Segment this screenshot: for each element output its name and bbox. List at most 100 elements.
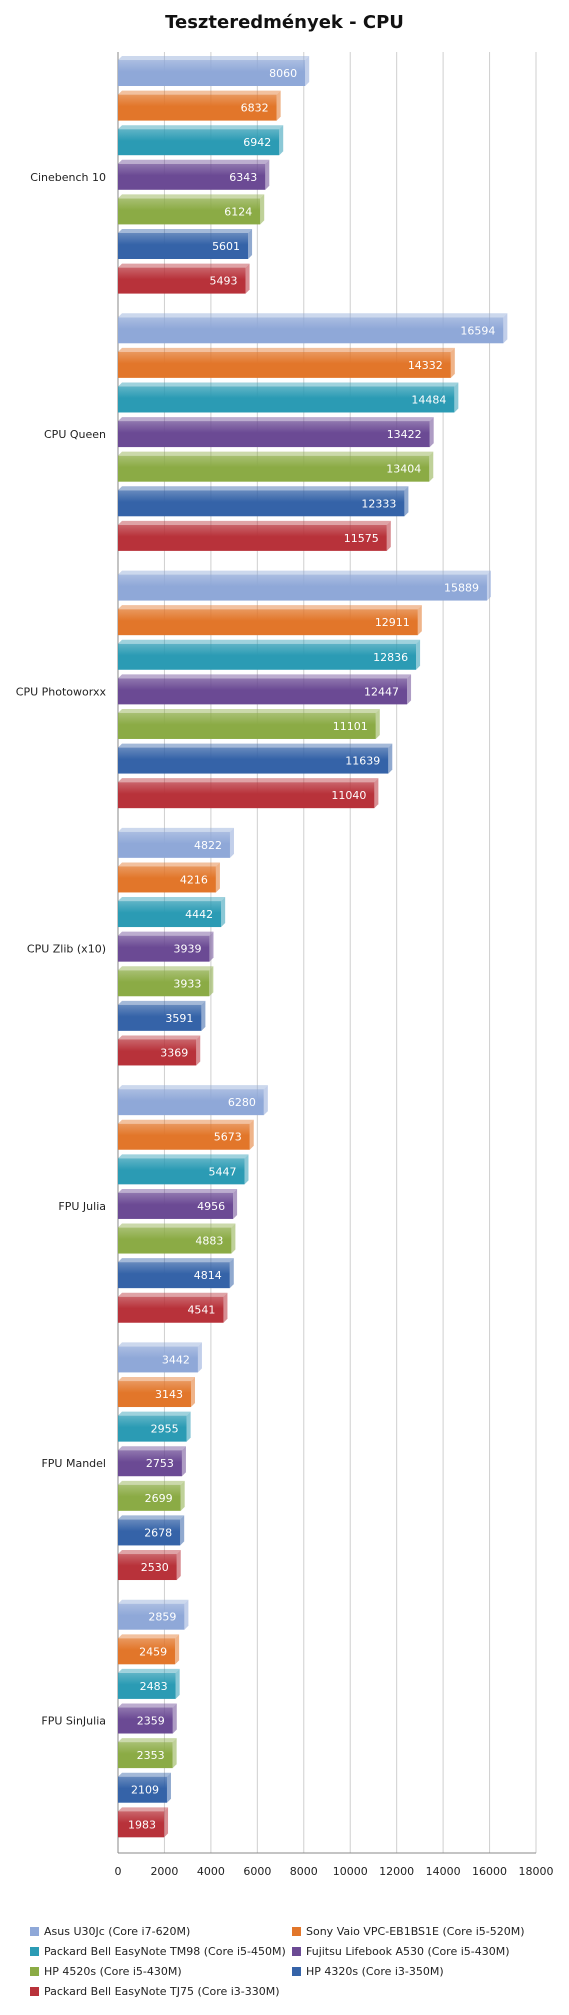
bar-top: [118, 520, 391, 525]
bar-top: [118, 1446, 186, 1451]
bar: [118, 1519, 181, 1546]
bar: [118, 574, 487, 601]
bar-side: [172, 1738, 177, 1769]
bar-value-label: 2699: [145, 1492, 173, 1505]
bar-top: [118, 382, 459, 387]
bar-top: [118, 639, 421, 644]
x-tick-label: 4000: [197, 1865, 225, 1878]
bar-value-label: 4216: [180, 873, 208, 886]
bar-value-label: 2353: [137, 1749, 165, 1762]
bar-top: [118, 1411, 191, 1416]
bar-value-label: 6343: [229, 171, 257, 184]
bar-value-label: 11639: [345, 755, 380, 768]
bar-top: [118, 778, 379, 783]
bar: [118, 524, 387, 551]
x-tick-label: 10000: [333, 1865, 368, 1878]
bar-value-label: 3591: [165, 1012, 193, 1025]
bar-side: [164, 1807, 169, 1838]
bar-value-label: 11101: [333, 720, 368, 733]
category-label: FPU Julia: [58, 1200, 106, 1213]
bar: [118, 712, 376, 739]
x-tick-label: 0: [115, 1865, 122, 1878]
bar: [118, 1450, 182, 1477]
bar-top: [118, 862, 220, 867]
bar: [118, 935, 210, 962]
bar-value-label: 12836: [373, 651, 408, 664]
bar: [118, 1296, 224, 1323]
bar: [118, 233, 249, 259]
bar-top: [118, 827, 234, 832]
bar-top: [118, 605, 422, 610]
bar-top: [118, 1807, 169, 1812]
bar-value-label: 3369: [160, 1046, 188, 1059]
legend-item: Packard Bell EasyNote TJ75 (Core i3-330M…: [30, 1985, 280, 1998]
bar-side: [172, 1703, 177, 1734]
bar-top: [118, 229, 253, 233]
bar: [118, 1227, 232, 1254]
bar-value-label: 11040: [331, 789, 366, 802]
bar: [118, 1707, 173, 1734]
bar: [118, 1089, 264, 1116]
legend-item: Sony Vaio VPC-EB1BS1E (Core i5-520M): [292, 1925, 525, 1938]
bar-value-label: 1983: [128, 1818, 156, 1831]
x-tick-label: 8000: [290, 1865, 318, 1878]
bar-value-label: 14332: [408, 359, 443, 372]
x-tick-label: 6000: [243, 1865, 271, 1878]
bar-side: [245, 263, 250, 294]
bar: [118, 782, 375, 809]
x-tick-label: 14000: [426, 1865, 461, 1878]
bar: [118, 60, 306, 86]
bar-value-label: 4814: [194, 1269, 222, 1282]
bar: [118, 1742, 173, 1769]
bar-side: [229, 827, 234, 858]
bar-top: [118, 1377, 195, 1382]
bar-side: [190, 1377, 195, 1408]
bar-side: [429, 417, 434, 448]
bar-top: [118, 1223, 236, 1228]
bar-top: [118, 1480, 185, 1485]
bar-top: [118, 1119, 254, 1124]
bar: [118, 678, 408, 705]
category-label: Cinebench 10: [30, 171, 106, 184]
bar-value-label: 4442: [185, 908, 213, 921]
bar-top: [118, 931, 214, 936]
bar-side: [407, 674, 412, 705]
bar: [118, 94, 277, 121]
bar-top: [118, 1634, 180, 1639]
bar-side: [248, 229, 253, 259]
bar: [118, 1346, 198, 1373]
bar-top: [118, 263, 250, 268]
bar: [118, 1381, 191, 1408]
bar-side: [221, 897, 226, 928]
bar-value-label: 6280: [228, 1096, 256, 1109]
bar: [118, 1039, 197, 1066]
bar: [118, 1811, 165, 1838]
bar: [118, 970, 210, 997]
legend-item: HP 4320s (Core i3-350M): [292, 1965, 444, 1978]
bar-side: [375, 708, 380, 739]
bar-top: [118, 1550, 181, 1555]
bar-side: [181, 1446, 186, 1477]
bar-value-label: 12447: [364, 685, 399, 698]
bar-side: [231, 1223, 236, 1254]
legend-item: Packard Bell EasyNote TM98 (Core i5-450M…: [30, 1945, 286, 1958]
bar-side: [209, 931, 214, 962]
bar: [118, 129, 280, 156]
bar-side: [176, 1550, 181, 1581]
bar-top: [118, 1085, 268, 1090]
bar-side: [276, 90, 281, 121]
bar-top: [118, 56, 310, 60]
legend-swatch: [30, 1987, 39, 1996]
bar-side: [263, 1085, 268, 1116]
bar-value-label: 5493: [210, 275, 238, 288]
bar-side: [260, 194, 265, 225]
bar: [118, 1776, 167, 1803]
bar: [118, 198, 261, 225]
bar-side: [450, 347, 455, 378]
bar-side: [175, 1668, 180, 1699]
bar-side: [229, 1258, 234, 1289]
legend-label: Asus U30Jc (Core i7-620M): [44, 1925, 191, 1938]
bar-side: [429, 451, 434, 482]
bar-value-label: 6942: [243, 136, 271, 149]
bar-value-label: 4541: [187, 1304, 215, 1317]
